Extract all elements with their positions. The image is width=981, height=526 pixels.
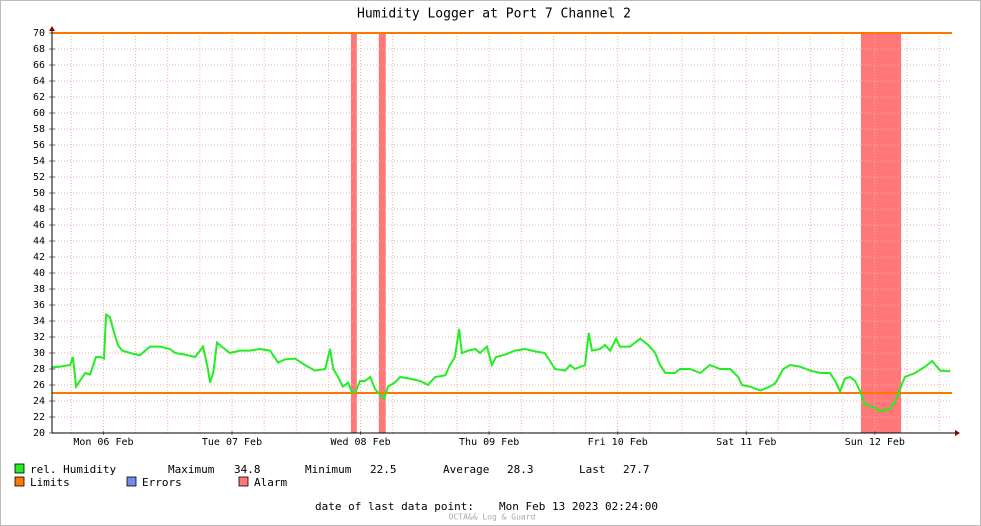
y-tick-label: 68 (33, 44, 45, 55)
legend-label: rel. Humidity (30, 463, 116, 476)
legend-swatch (126, 476, 137, 487)
stat-value: 28.3 (507, 463, 534, 476)
data-line (51, 312, 951, 413)
legend-label: Errors (142, 476, 182, 489)
legend-swatch (14, 463, 25, 474)
y-tick-label: 24 (33, 396, 45, 407)
alarm-band (350, 33, 357, 433)
y-tick-label: 30 (33, 348, 45, 359)
watermark: OCTA&& Log & Guard (449, 513, 536, 522)
y-tick-label: 54 (33, 156, 45, 167)
legend-label: Alarm (254, 476, 287, 489)
y-tick-label: 56 (33, 140, 45, 151)
y-tick-label: 58 (33, 124, 45, 135)
x-tick-label: Tue 07 Feb (202, 437, 262, 448)
y-tick-label: 38 (33, 284, 45, 295)
x-tick-label: Mon 06 Feb (73, 437, 133, 448)
footer-label: date of last data point: (315, 500, 474, 513)
y-tick-label: 20 (33, 428, 45, 439)
alarm-band (378, 33, 386, 433)
y-tick-label: 70 (33, 28, 45, 39)
legend-swatch (14, 476, 25, 487)
y-tick-label: 44 (33, 236, 45, 247)
y-tick-label: 34 (33, 316, 45, 327)
stat-label: Minimum (305, 463, 352, 476)
y-tick-label: 48 (33, 204, 45, 215)
x-tick-label: Sat 11 Feb (716, 437, 776, 448)
y-tick-label: 62 (33, 92, 45, 103)
stat-value: 27.7 (623, 463, 650, 476)
alarm-band (860, 33, 902, 433)
x-tick-label: Fri 10 Feb (588, 437, 648, 448)
legend-swatch (238, 476, 249, 487)
chart-title: Humidity Logger at Port 7 Channel 2 (357, 7, 631, 22)
y-tick-label: 40 (33, 268, 45, 279)
footer-value: Mon Feb 13 2023 02:24:00 (499, 500, 658, 513)
y-tick-label: 46 (33, 220, 45, 231)
y-tick-label: 22 (33, 412, 45, 423)
x-tick-label: Thu 09 Feb (459, 437, 519, 448)
x-tick-label: Sun 12 Feb (845, 437, 905, 448)
stat-label: Last (579, 463, 606, 476)
y-tick-label: 60 (33, 108, 45, 119)
y-tick-label: 36 (33, 300, 45, 311)
y-tick-label: 28 (33, 364, 45, 375)
stat-value: 22.5 (370, 463, 397, 476)
y-tick-label: 26 (33, 380, 45, 391)
y-axis-arrow (49, 26, 55, 31)
legend-label: Limits (30, 476, 70, 489)
y-tick-label: 42 (33, 252, 45, 263)
stat-label: Average (443, 463, 489, 476)
y-tick-label: 52 (33, 172, 45, 183)
y-tick-label: 64 (33, 76, 45, 87)
y-tick-label: 32 (33, 332, 45, 343)
x-axis-arrow (955, 430, 960, 436)
stat-label: Maximum (168, 463, 215, 476)
stat-value: 34.8 (234, 463, 261, 476)
x-tick-label: Wed 08 Feb (330, 437, 390, 448)
y-tick-label: 50 (33, 188, 45, 199)
y-tick-label: 66 (33, 60, 45, 71)
